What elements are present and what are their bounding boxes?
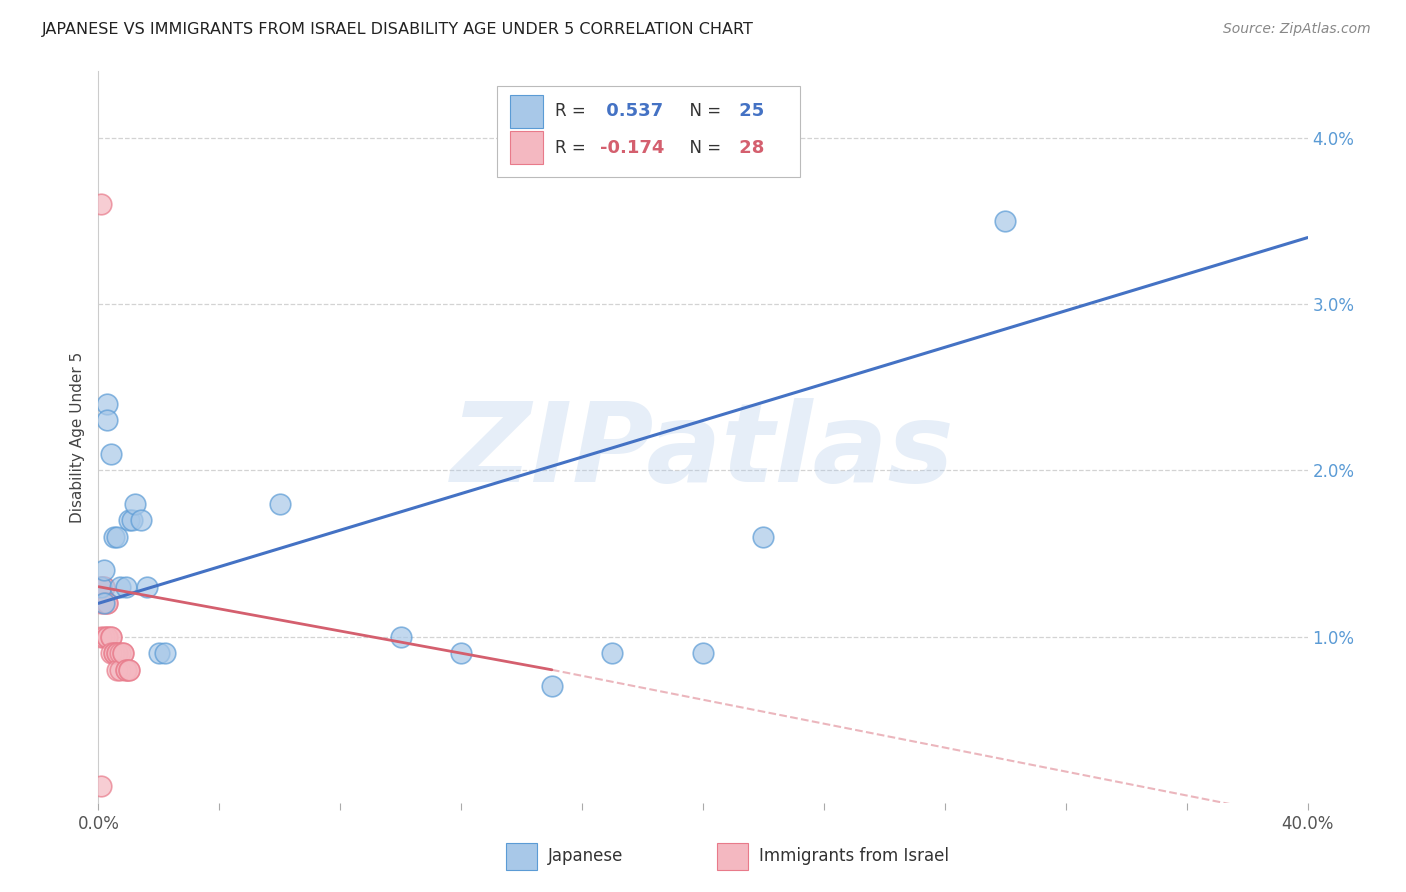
- Point: [103, 646, 125, 660]
- Point: [93, 596, 115, 610]
- Point: [96, 397, 118, 411]
- Text: Japanese: Japanese: [548, 847, 624, 865]
- Point: [103, 646, 125, 660]
- FancyBboxPatch shape: [509, 95, 543, 128]
- Point: [90, 580, 112, 594]
- FancyBboxPatch shape: [509, 131, 543, 164]
- Text: 28: 28: [734, 139, 765, 157]
- Point: [90, 630, 112, 644]
- Point: [994, 214, 1017, 228]
- Point: [108, 663, 131, 677]
- Point: [96, 596, 118, 610]
- Point: [148, 646, 170, 660]
- Point: [103, 530, 125, 544]
- Point: [114, 663, 136, 677]
- Point: [692, 646, 714, 660]
- FancyBboxPatch shape: [717, 843, 748, 870]
- Point: [96, 413, 118, 427]
- Point: [118, 513, 141, 527]
- Text: R =: R =: [555, 139, 592, 157]
- Point: [90, 779, 112, 793]
- Point: [105, 646, 128, 660]
- Point: [114, 580, 136, 594]
- Text: Source: ZipAtlas.com: Source: ZipAtlas.com: [1223, 22, 1371, 37]
- Point: [96, 630, 118, 644]
- Text: N =: N =: [679, 103, 725, 120]
- Text: 25: 25: [734, 103, 765, 120]
- Text: 0.537: 0.537: [600, 103, 664, 120]
- Point: [96, 630, 118, 644]
- Point: [124, 497, 146, 511]
- Point: [100, 646, 122, 660]
- Point: [100, 630, 122, 644]
- Point: [118, 663, 141, 677]
- Point: [93, 580, 115, 594]
- Point: [389, 630, 412, 644]
- Point: [108, 580, 131, 594]
- Text: N =: N =: [679, 139, 725, 157]
- FancyBboxPatch shape: [506, 843, 537, 870]
- Point: [269, 497, 291, 511]
- Point: [129, 513, 152, 527]
- Point: [93, 563, 115, 577]
- FancyBboxPatch shape: [498, 86, 800, 178]
- Point: [450, 646, 472, 660]
- Point: [540, 680, 562, 694]
- Point: [105, 530, 128, 544]
- Point: [90, 596, 112, 610]
- Point: [111, 646, 134, 660]
- Point: [93, 630, 115, 644]
- Text: Immigrants from Israel: Immigrants from Israel: [759, 847, 949, 865]
- Point: [93, 596, 115, 610]
- Point: [121, 513, 143, 527]
- Point: [108, 646, 131, 660]
- Point: [602, 646, 624, 660]
- Point: [153, 646, 176, 660]
- Point: [135, 580, 157, 594]
- Point: [90, 580, 112, 594]
- Point: [100, 447, 122, 461]
- Point: [118, 663, 141, 677]
- Point: [105, 663, 128, 677]
- Point: [752, 530, 775, 544]
- Point: [114, 663, 136, 677]
- Text: -0.174: -0.174: [600, 139, 665, 157]
- Point: [96, 596, 118, 610]
- Text: JAPANESE VS IMMIGRANTS FROM ISRAEL DISABILITY AGE UNDER 5 CORRELATION CHART: JAPANESE VS IMMIGRANTS FROM ISRAEL DISAB…: [42, 22, 754, 37]
- Y-axis label: Disability Age Under 5: Disability Age Under 5: [70, 351, 86, 523]
- Text: ZIPatlas: ZIPatlas: [451, 398, 955, 505]
- Point: [90, 197, 112, 211]
- Point: [93, 580, 115, 594]
- Point: [90, 580, 112, 594]
- Point: [100, 630, 122, 644]
- Point: [105, 646, 128, 660]
- Text: R =: R =: [555, 103, 592, 120]
- Point: [111, 646, 134, 660]
